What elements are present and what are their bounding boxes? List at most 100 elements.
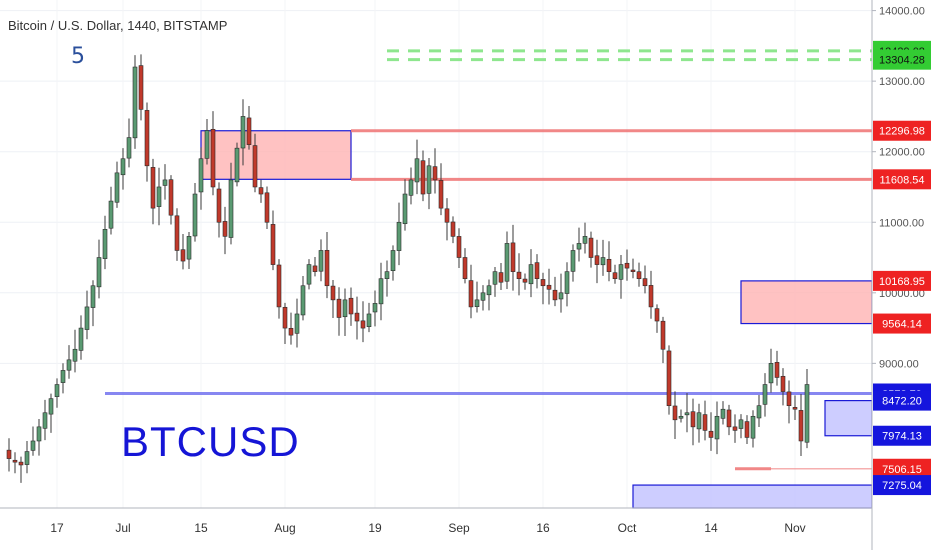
candle[interactable] <box>510 224 516 291</box>
candle[interactable] <box>684 393 690 433</box>
candle[interactable] <box>36 418 42 456</box>
candle[interactable] <box>192 182 198 242</box>
candle[interactable] <box>264 186 270 230</box>
candle[interactable] <box>60 363 66 394</box>
candle[interactable] <box>396 202 402 266</box>
candle[interactable] <box>582 222 588 254</box>
candle[interactable] <box>696 403 702 443</box>
candle[interactable] <box>480 285 486 311</box>
candle[interactable] <box>216 182 222 238</box>
candle[interactable] <box>606 241 612 282</box>
candle[interactable] <box>90 280 96 327</box>
candle[interactable] <box>636 262 642 287</box>
candle[interactable] <box>768 348 774 393</box>
candle[interactable] <box>546 268 552 305</box>
candle[interactable] <box>162 164 168 200</box>
candle[interactable] <box>738 414 744 439</box>
candle[interactable] <box>270 210 276 271</box>
candle[interactable] <box>588 231 594 268</box>
candle[interactable] <box>336 287 342 336</box>
candle[interactable] <box>294 298 300 348</box>
candle[interactable] <box>798 394 804 456</box>
candle[interactable] <box>288 312 294 345</box>
candle[interactable] <box>552 276 558 307</box>
candle[interactable] <box>30 426 36 456</box>
candle[interactable] <box>498 262 504 291</box>
candle[interactable] <box>456 228 462 269</box>
candle[interactable] <box>600 239 606 276</box>
candle[interactable] <box>726 404 732 436</box>
candle[interactable] <box>210 111 216 196</box>
candle[interactable] <box>108 186 114 235</box>
candle[interactable] <box>6 438 12 472</box>
candle[interactable] <box>780 368 786 406</box>
candle[interactable] <box>306 259 312 290</box>
candle[interactable] <box>618 254 624 299</box>
candle[interactable] <box>282 302 288 345</box>
candle[interactable] <box>300 275 306 321</box>
candle[interactable] <box>150 158 156 225</box>
candle[interactable] <box>672 391 678 439</box>
candle[interactable] <box>654 304 660 333</box>
candle[interactable] <box>426 157 432 210</box>
candle[interactable] <box>240 99 246 166</box>
candle[interactable] <box>420 150 426 202</box>
candle[interactable] <box>474 281 480 313</box>
candle[interactable] <box>648 270 654 319</box>
candle[interactable] <box>558 273 564 313</box>
candle[interactable] <box>450 216 456 244</box>
candle[interactable] <box>492 266 498 297</box>
candle[interactable] <box>48 393 54 433</box>
candle[interactable] <box>78 315 84 360</box>
candle[interactable] <box>438 163 444 216</box>
candle[interactable] <box>522 273 528 290</box>
candle[interactable] <box>390 245 396 281</box>
candle[interactable] <box>372 290 378 327</box>
candle[interactable] <box>360 301 366 343</box>
candle[interactable] <box>132 55 138 149</box>
candle[interactable] <box>186 232 192 269</box>
candle[interactable] <box>540 272 546 305</box>
candle[interactable] <box>12 452 18 474</box>
candle[interactable] <box>102 215 108 270</box>
candle[interactable] <box>384 260 390 297</box>
candle[interactable] <box>774 350 780 386</box>
candle[interactable] <box>276 259 282 319</box>
candle[interactable] <box>180 234 186 270</box>
candle[interactable] <box>630 258 636 279</box>
candle[interactable] <box>96 239 102 299</box>
candle[interactable] <box>612 264 618 284</box>
candle[interactable] <box>66 345 72 379</box>
candle[interactable] <box>564 262 570 307</box>
candle[interactable] <box>432 148 438 194</box>
candle[interactable] <box>756 395 762 428</box>
candle[interactable] <box>414 139 420 195</box>
candle[interactable] <box>678 409 684 423</box>
candle[interactable] <box>174 208 180 261</box>
candle[interactable] <box>570 244 576 282</box>
candle[interactable] <box>72 329 78 373</box>
candle[interactable] <box>516 253 522 296</box>
candle[interactable] <box>324 232 330 299</box>
candle[interactable] <box>330 279 336 319</box>
candle[interactable] <box>576 227 582 262</box>
candle[interactable] <box>84 290 90 340</box>
candle[interactable] <box>24 440 30 474</box>
candle[interactable] <box>762 373 768 417</box>
candle[interactable] <box>156 167 162 226</box>
candle[interactable] <box>222 206 228 255</box>
candle[interactable] <box>690 398 696 446</box>
candle[interactable] <box>666 345 672 415</box>
candle[interactable] <box>528 249 534 298</box>
candle[interactable] <box>126 118 132 168</box>
candle[interactable] <box>318 239 324 282</box>
candle[interactable] <box>168 175 174 225</box>
candle[interactable] <box>444 198 450 241</box>
candle[interactable] <box>408 167 414 205</box>
candle[interactable] <box>702 400 708 441</box>
candle[interactable] <box>504 231 510 290</box>
candle[interactable] <box>486 279 492 311</box>
candle[interactable] <box>378 262 384 321</box>
candle[interactable] <box>42 399 48 441</box>
